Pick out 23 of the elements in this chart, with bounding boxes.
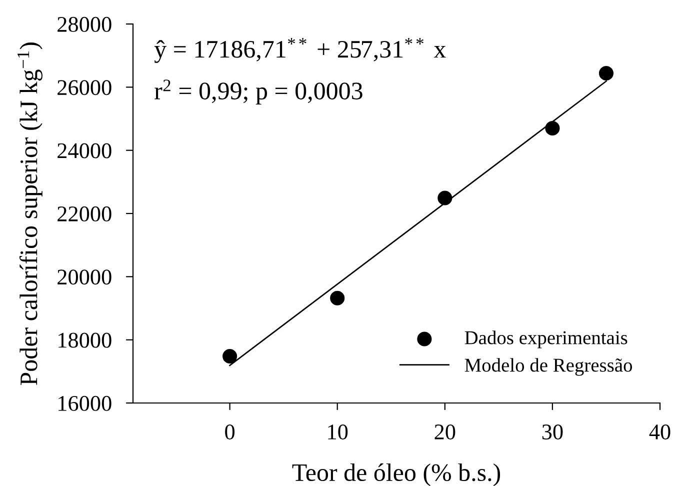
- x-tick-label: 30: [542, 424, 563, 440]
- point: [545, 120, 560, 136]
- y-tick-label: 20000: [58, 270, 112, 285]
- y-axis-title: Poder calorífico superior (kJ kg$^{−1}$): [17, 42, 42, 386]
- x-tick-label: 0: [225, 424, 235, 440]
- point: [330, 290, 345, 306]
- x-axis-title: Teor de óleo (% b.s.): [292, 463, 500, 486]
- y-tick-label: 26000: [58, 80, 112, 96]
- point: [598, 66, 614, 81]
- point: [438, 190, 452, 206]
- x-tick-label: 10: [328, 424, 348, 440]
- y-tick-label: 16000: [58, 396, 112, 411]
- legend-label: Dados experimentais: [464, 330, 628, 348]
- x-tick-label: 20: [434, 424, 456, 440]
- annotation: r$^{2}$ = 0,99; p = 0,0003: [154, 80, 362, 105]
- point: [222, 348, 238, 364]
- y-tick-label: 22000: [58, 206, 112, 222]
- y-tick-label: 18000: [58, 332, 112, 348]
- y-tick-label: 24000: [58, 143, 112, 158]
- y-tick-label: 28000: [58, 16, 112, 32]
- annotation: ŷ = 17186,71$^{**}$ + 257,31$^{**}$ x: [154, 38, 446, 63]
- x-tick-label: 40: [649, 424, 670, 440]
- legend-label: Modelo de Regressão: [464, 358, 632, 376]
